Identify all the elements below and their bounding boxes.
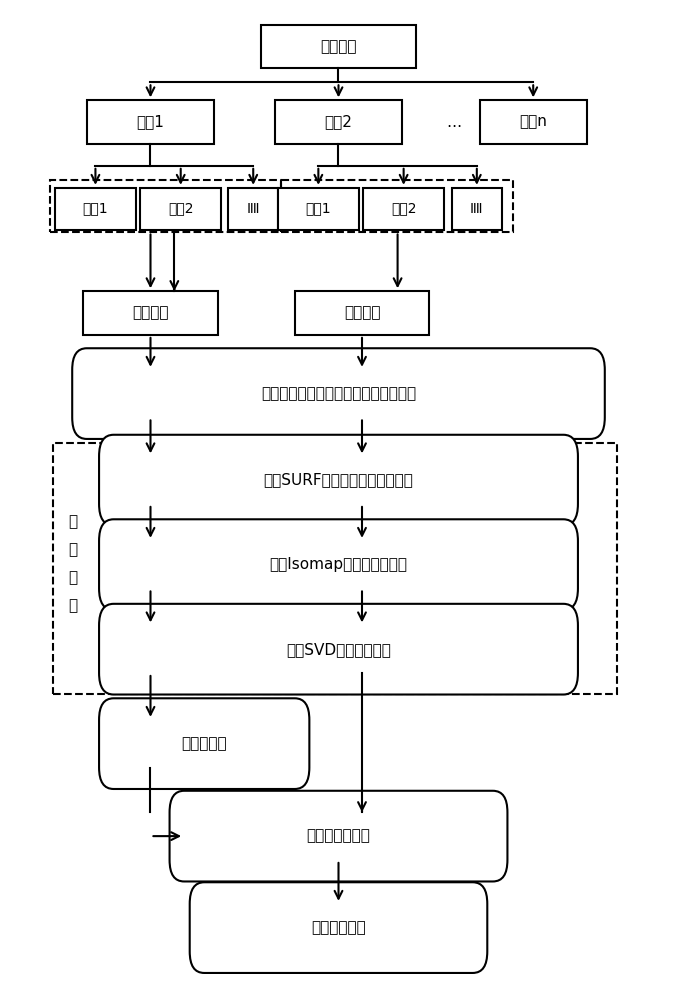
Text: 机电产品: 机电产品 bbox=[320, 39, 357, 54]
Text: ⅡⅡ: ⅡⅡ bbox=[246, 202, 260, 216]
Text: 故障2: 故障2 bbox=[391, 202, 416, 216]
Text: 特: 特 bbox=[69, 514, 78, 529]
FancyBboxPatch shape bbox=[190, 882, 487, 973]
Text: 基于Isomap的故障特征降维: 基于Isomap的故障特征降维 bbox=[269, 557, 408, 572]
FancyBboxPatch shape bbox=[295, 291, 429, 335]
FancyBboxPatch shape bbox=[169, 791, 508, 881]
Text: 故障1: 故障1 bbox=[305, 202, 331, 216]
Text: 提: 提 bbox=[69, 570, 78, 585]
FancyBboxPatch shape bbox=[87, 100, 215, 144]
Text: 故障1: 故障1 bbox=[83, 202, 108, 216]
FancyBboxPatch shape bbox=[275, 100, 402, 144]
FancyBboxPatch shape bbox=[99, 698, 309, 789]
Text: …: … bbox=[446, 115, 462, 130]
Text: 训练数据: 训练数据 bbox=[132, 306, 169, 321]
Text: 工况2: 工况2 bbox=[324, 115, 353, 130]
Text: 工况n: 工况n bbox=[519, 115, 547, 130]
Text: 测试数据: 测试数据 bbox=[344, 306, 380, 321]
Text: 训练分类器: 训练分类器 bbox=[181, 736, 227, 751]
Text: 工况1: 工况1 bbox=[137, 115, 165, 130]
Text: 取: 取 bbox=[69, 598, 78, 613]
FancyBboxPatch shape bbox=[261, 25, 416, 68]
Text: 故障诊断结果: 故障诊断结果 bbox=[311, 920, 366, 935]
Text: 故障2: 故障2 bbox=[168, 202, 194, 216]
Text: ⅡⅡ: ⅡⅡ bbox=[470, 202, 483, 216]
Bar bbox=[50, 180, 282, 232]
FancyBboxPatch shape bbox=[72, 348, 605, 439]
FancyBboxPatch shape bbox=[99, 604, 578, 695]
FancyBboxPatch shape bbox=[278, 188, 359, 230]
FancyBboxPatch shape bbox=[228, 188, 278, 230]
Text: 基于SVD的奇异值提取: 基于SVD的奇异值提取 bbox=[286, 642, 391, 657]
Text: 基于SURF的变工况稳定特征提取: 基于SURF的变工况稳定特征提取 bbox=[263, 473, 414, 488]
FancyBboxPatch shape bbox=[55, 188, 135, 230]
FancyBboxPatch shape bbox=[140, 188, 221, 230]
Bar bbox=[53, 443, 617, 694]
FancyBboxPatch shape bbox=[479, 100, 587, 144]
FancyBboxPatch shape bbox=[83, 291, 217, 335]
Text: 征: 征 bbox=[69, 542, 78, 557]
Text: 基于递归图的振动信号图形化等效表征: 基于递归图的振动信号图形化等效表征 bbox=[261, 386, 416, 401]
FancyBboxPatch shape bbox=[364, 188, 444, 230]
FancyBboxPatch shape bbox=[99, 435, 578, 525]
FancyBboxPatch shape bbox=[99, 519, 578, 610]
Text: 训练好的分类器: 训练好的分类器 bbox=[307, 829, 370, 844]
FancyBboxPatch shape bbox=[452, 188, 502, 230]
Bar bbox=[282, 180, 513, 232]
